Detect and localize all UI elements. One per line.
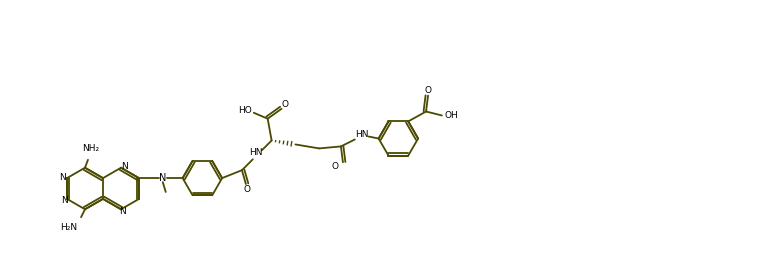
Text: HN: HN [249, 148, 262, 157]
Text: N: N [159, 173, 166, 183]
Text: O: O [243, 184, 250, 194]
Text: O: O [282, 100, 289, 109]
Text: OH: OH [445, 111, 459, 120]
Text: NH₂: NH₂ [82, 145, 100, 153]
Text: O: O [331, 162, 338, 171]
Text: HO: HO [238, 106, 252, 115]
Text: N: N [120, 207, 127, 216]
Text: N: N [61, 196, 67, 205]
Text: N: N [58, 173, 65, 182]
Text: N: N [122, 162, 128, 171]
Text: HN: HN [355, 130, 368, 139]
Text: O: O [425, 86, 432, 95]
Text: H₂N: H₂N [61, 223, 77, 232]
